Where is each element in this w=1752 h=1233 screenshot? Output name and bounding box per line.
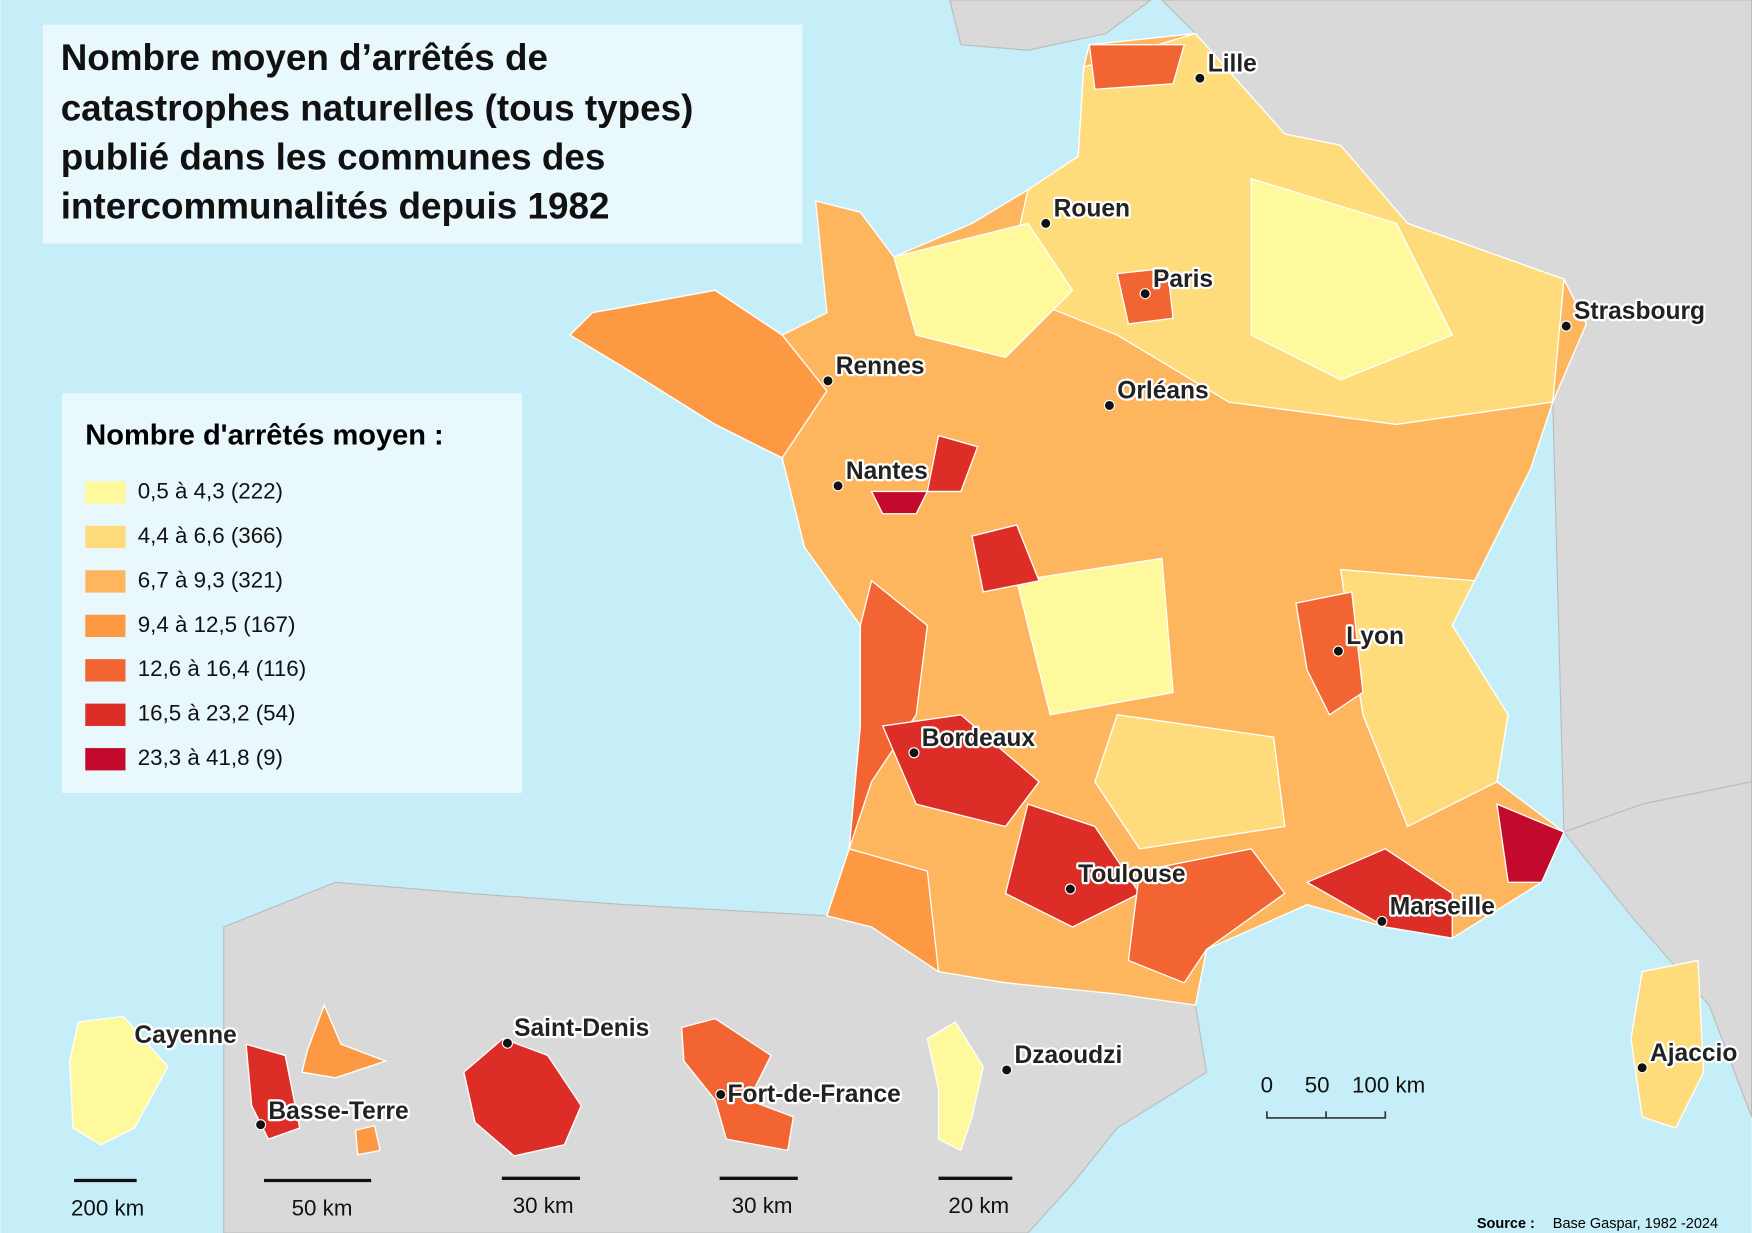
region [1094,714,1286,850]
inset-land [68,1015,169,1146]
legend-swatch [85,525,126,549]
inset-land [354,1124,381,1156]
city-dot [1139,288,1151,300]
legend-label: 6,7 à 9,3 (321) [138,567,283,592]
region [1305,848,1453,939]
uk-land [949,0,1152,51]
title-line: publié dans les communes des [61,136,606,177]
scale-label: 50 [1305,1073,1330,1098]
city-label: Ajaccio [1650,1040,1737,1067]
inset-land [245,1043,301,1141]
legend-title: Nombre d'arrêtés moyen : [85,419,443,451]
legend-label: 9,4 à 12,5 (167) [138,612,296,637]
city-label: Dzaoudzi [1014,1042,1122,1069]
inset-scale-label: 50 km [292,1195,353,1220]
city-dot [832,480,844,492]
region [1630,959,1705,1129]
insets [68,1003,1013,1183]
legend-label: 23,3 à 41,8 (9) [138,745,283,770]
legend-box [61,393,522,793]
city-label: Paris [1153,266,1213,293]
region [881,714,1040,828]
city-dot [1103,399,1116,412]
city-dot [908,747,920,759]
city-label: Rouen [1054,195,1130,222]
city-label: Bordeaux [922,725,1036,752]
scale-label: 0 [1261,1073,1273,1098]
france [568,32,1705,1129]
legend-items: 0,5 à 4,3 (222) 4,4 à 6,6 (366) 6,7 à 9,3 … [85,478,306,771]
city-dot [501,1037,514,1049]
city-dot [1332,645,1344,657]
region [1015,557,1174,716]
city-dot [1560,320,1572,332]
inset-land [680,1017,795,1152]
city-label: Fort-de-France [727,1081,900,1108]
region [1339,568,1509,828]
legend-swatch [85,703,126,726]
title-line: intercommunalités depuis 1982 [61,186,610,227]
source-text: Base Gaspar, 1982 -2024 [1553,1216,1718,1232]
legend-swatch [85,614,126,638]
city-label: Lyon [1346,623,1404,650]
city-label: Rennes [836,353,925,380]
inset-scale-label: 20 km [948,1193,1009,1218]
region [1295,591,1364,716]
legend-swatch [85,570,126,593]
legend-swatch [85,481,126,504]
city-dot [1194,72,1206,84]
inset-scale-bars [74,1176,1013,1183]
region [848,579,929,850]
scale-bar [1266,1111,1387,1119]
legend-label: 4,4 à 6,6 (366) [138,523,283,548]
city-label: Marseille [1390,893,1495,920]
city-label: Strasbourg [1574,298,1705,325]
region [825,847,940,974]
inset-land [301,1003,388,1079]
city-label: Orléans [1117,377,1208,404]
region [1496,803,1565,883]
region [893,222,1074,359]
legend-label: 0,5 à 4,3 (222) [138,478,283,503]
city-dot [715,1088,727,1101]
source-label: Source : [1477,1216,1535,1232]
city-dot [255,1119,267,1131]
cities: Lille Rouen Paris Strasbourg Rennes Orléans Na… [71,48,1740,1220]
city-label: Saint-Denis [514,1015,649,1042]
city-dot [1064,883,1076,895]
scale-label: 100 km [1352,1073,1425,1098]
region [1127,848,1286,984]
city-label: Nantes [846,458,928,485]
legend-label: 12,6 à 16,4 (116) [138,656,306,681]
city-dot [1040,217,1052,229]
legend-swatch [85,659,126,682]
city-label: Lille [1208,50,1257,77]
inset-scale-label: 30 km [732,1193,793,1218]
inset-scale-label: 30 km [513,1193,574,1218]
region [870,490,929,515]
region [926,434,979,493]
city-dot [1001,1064,1013,1076]
title-line: catastrophes naturelles (tous types) [61,87,694,128]
region [568,289,828,459]
region [1088,44,1186,91]
title-line: Nombre moyen d’arrêtés de [61,37,548,78]
title-box [42,24,803,244]
inset-scale-label: 200 km [71,1195,144,1220]
city-label: Toulouse [1078,861,1185,888]
legend-label: 16,5 à 23,2 (54) [138,701,296,726]
city-dot [1636,1062,1648,1074]
inset-land [926,1021,984,1152]
legend-swatch [85,748,126,771]
city-label: Basse-Terre [268,1098,408,1125]
city-dot [822,375,834,387]
city-label: Cayenne [134,1022,236,1049]
region [1004,803,1141,928]
city-dot [1376,915,1388,927]
region [971,524,1040,593]
region [1250,177,1454,381]
scale-bar-line [1266,1111,1387,1119]
